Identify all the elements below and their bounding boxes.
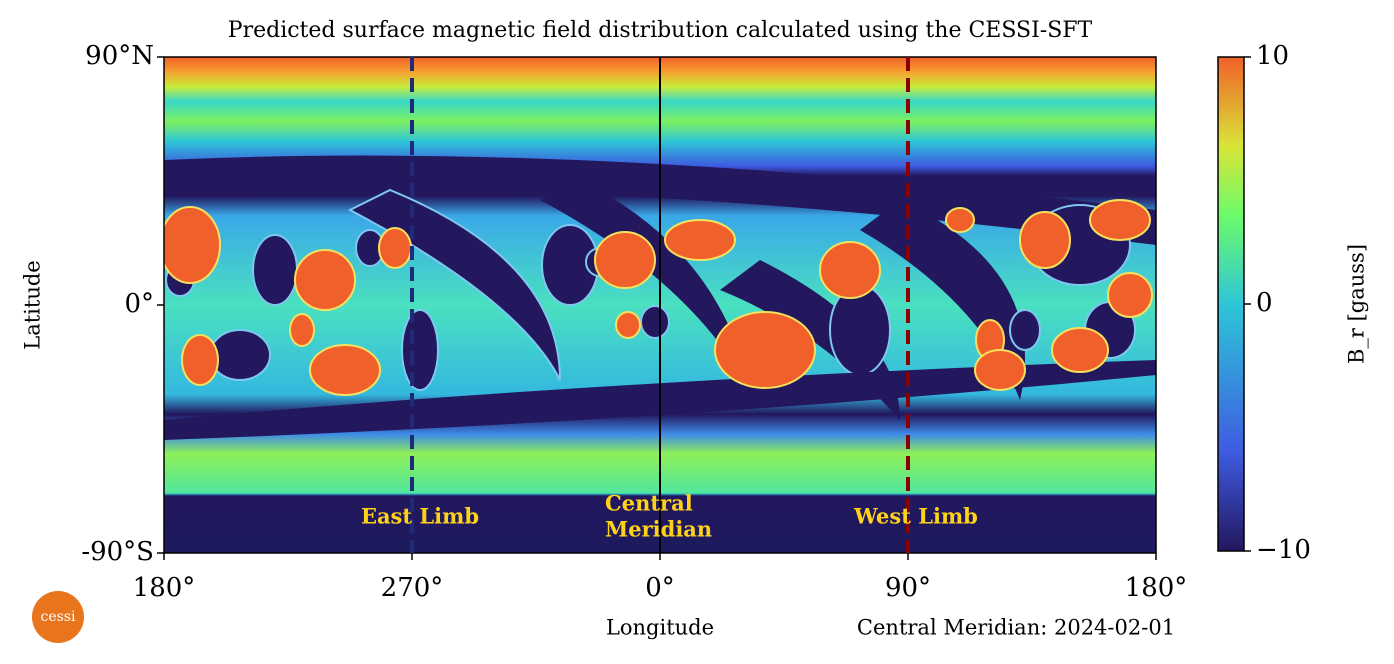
x-axis-label: Longitude [606, 616, 714, 640]
y-tick-label: -90°S [81, 537, 154, 567]
y-tick-label: 90°N [85, 41, 154, 71]
colorbar-label: B_r [gauss] [1345, 244, 1369, 364]
logo-text: cessi [41, 609, 76, 625]
meridian-label: Central [605, 491, 693, 516]
x-tick-label: 270° [381, 573, 444, 603]
colorbar-tick-label: 10 [1256, 41, 1289, 71]
meridian-label: East Limb [361, 504, 479, 529]
heatmap [164, 57, 1156, 553]
colorbar-tick-label: 0 [1256, 288, 1273, 318]
x-tick-label: 180° [1125, 573, 1188, 603]
colorbar-tick-label: −10 [1256, 535, 1311, 565]
chart-title: Predicted surface magnetic field distrib… [228, 18, 1093, 43]
footnote: Central Meridian: 2024-02-01 [857, 616, 1175, 640]
meridian-label: West Limb [853, 504, 978, 529]
x-tick-label: 90° [885, 573, 931, 603]
colorbar [1217, 56, 1245, 552]
y-tick-label: 0° [124, 289, 154, 319]
y-axis-label: Latitude [21, 260, 45, 349]
x-tick-label: 0° [645, 573, 675, 603]
logo-icon [32, 591, 84, 643]
x-tick-label: 180° [133, 573, 196, 603]
meridian-label: Meridian [605, 517, 712, 542]
